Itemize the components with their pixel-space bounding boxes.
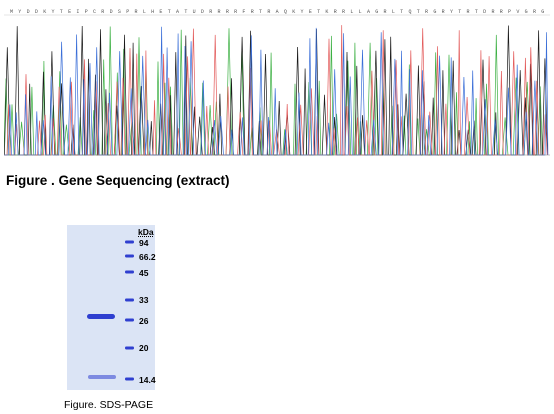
marker-label-14: 14.4: [139, 375, 156, 385]
ladder-band: [125, 346, 134, 350]
ladder-band: [125, 298, 134, 302]
protein-band: [87, 314, 115, 319]
marker-label-33: 33: [139, 295, 149, 305]
marker-label-20: 20: [139, 343, 149, 353]
ladder-band: [125, 377, 134, 381]
gene-sequencing-caption: Figure . Gene Sequencing (extract): [6, 173, 230, 188]
marker-label-66: 66.2: [139, 252, 156, 262]
sds-page-gel: [67, 225, 155, 390]
ladder-band: [125, 318, 134, 322]
gel-image: [67, 225, 155, 390]
ladder-band: [125, 254, 134, 258]
ladder-band: [125, 270, 134, 274]
marker-label-26: 26: [139, 316, 149, 326]
sequencing-chromatogram: M Y D D K Y T E I P C R D S P R L H E T …: [4, 3, 550, 161]
dye-front-band: [88, 375, 116, 379]
sequence-header: M Y D D K Y T E I P C R D S P R L H E T …: [10, 9, 550, 15]
sds-page-caption: Figure. SDS-PAGE: [64, 399, 154, 411]
chromatogram-traces: [4, 14, 550, 156]
ladder-band: [125, 240, 134, 244]
marker-label-45: 45: [139, 268, 149, 278]
kda-unit-label: kDa: [138, 227, 154, 237]
marker-label-94: 94: [139, 238, 149, 248]
